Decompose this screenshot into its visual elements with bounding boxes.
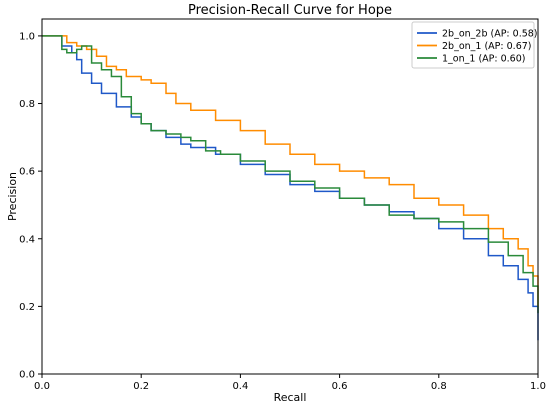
x-tick-label: 0.8 xyxy=(431,381,447,392)
legend-label: 2b_on_1 (AP: 0.67) xyxy=(442,41,532,52)
x-tick-label: 0.6 xyxy=(332,381,348,392)
x-axis-ticks: 0.0 0.2 0.4 0.6 0.8 1.0 xyxy=(34,374,546,392)
series-line-1 xyxy=(42,35,539,307)
y-tick-label: 0.4 xyxy=(19,234,35,245)
series-line-0 xyxy=(42,35,539,341)
y-axis-label: Precision xyxy=(6,172,19,221)
x-tick-label: 0.2 xyxy=(133,381,149,392)
y-axis-ticks: 0.0 0.2 0.4 0.6 0.8 1.0 xyxy=(19,31,42,381)
legend-box xyxy=(411,21,535,69)
legend-label: 1_on_1 (AP: 0.60) xyxy=(442,54,525,65)
x-tick-label: 1.0 xyxy=(530,381,546,392)
chart-title: Precision-Recall Curve for Hope xyxy=(188,3,392,18)
x-axis-label: Recall xyxy=(274,391,307,404)
legend-label: 2b_on_2b (AP: 0.58) xyxy=(442,29,538,40)
x-tick-label: 0.4 xyxy=(232,381,248,392)
y-tick-label: 0.0 xyxy=(19,370,35,381)
y-tick-label: 0.8 xyxy=(19,99,35,110)
series-layer xyxy=(42,35,539,341)
y-tick-label: 0.2 xyxy=(19,302,35,313)
series-line-2 xyxy=(42,35,539,314)
legend: 2b_on_2b (AP: 0.58)2b_on_1 (AP: 0.67) 1_o… xyxy=(411,21,538,69)
plot-area-frame xyxy=(41,18,539,375)
x-tick-label: 0.0 xyxy=(34,381,50,392)
y-tick-label: 0.6 xyxy=(19,167,35,178)
y-tick-label: 1.0 xyxy=(19,31,35,42)
